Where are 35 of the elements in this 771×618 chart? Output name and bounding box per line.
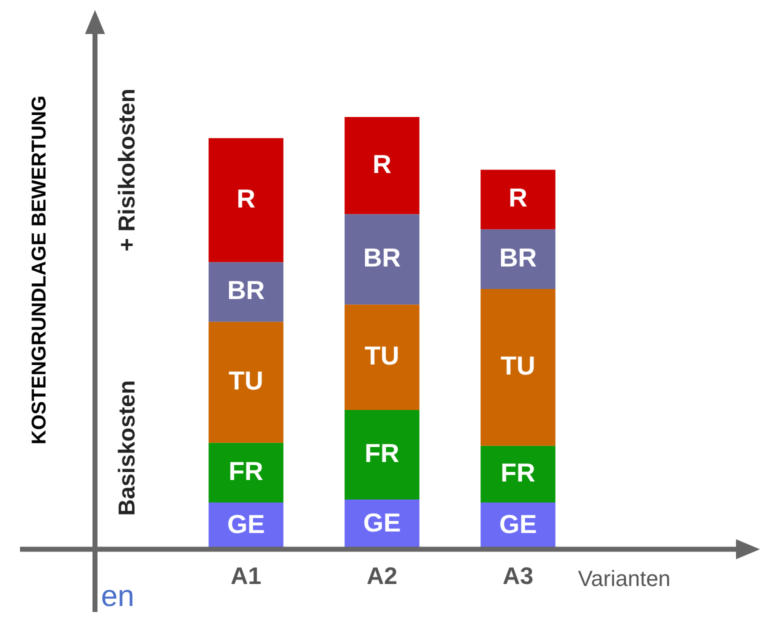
bar [344,304,420,410]
bar [208,138,284,262]
text: FR [364,438,400,468]
bar [344,410,420,500]
text: TU [364,340,400,370]
series-label: TU [500,350,536,381]
text: + Risikokosten [114,88,140,252]
series-label: FR [500,457,536,488]
series-label: GE [227,509,265,540]
series-label: R [508,182,528,213]
text: GE [499,509,537,540]
bar [344,214,420,305]
x-tick-label: A3 [502,563,534,590]
text: Basiskosten [114,380,140,516]
text: R [236,183,256,214]
bar [480,170,556,230]
bar [480,229,556,290]
text: KOSTENGRUNDLAGE BEWERTUNG [28,96,52,444]
bar [480,446,556,503]
bar [208,442,284,503]
bar [208,262,284,322]
text: FR [228,456,264,486]
x-tick-label: A2 [366,563,398,590]
text: BR [363,242,401,273]
x-axis-title: Varianten [578,566,671,592]
text: en [101,580,134,614]
x-tick-label: A1 [230,563,262,590]
text: R [372,148,392,179]
bar [480,289,556,446]
text: TU [228,366,264,396]
bar [344,117,420,214]
text: GE [363,508,401,538]
text: BR [499,242,537,272]
bar [208,322,284,443]
series-label: BR [227,275,265,306]
